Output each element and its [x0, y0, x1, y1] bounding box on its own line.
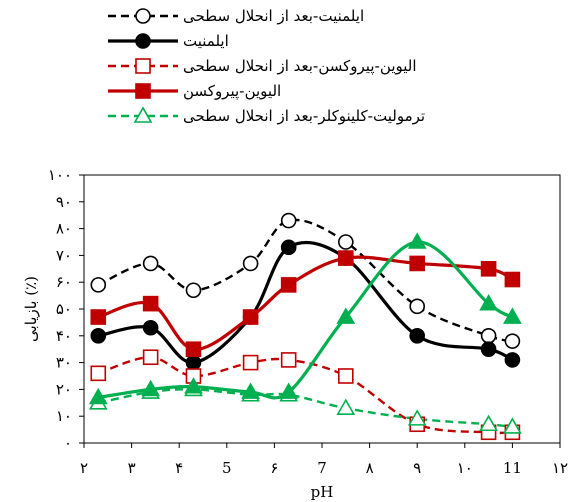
data-point-3-7 — [480, 260, 497, 277]
data-point-3-8 — [504, 271, 521, 288]
data-point-4-8 — [503, 417, 522, 434]
x-tick-label: ١٠ — [457, 459, 473, 477]
legend: ایلمنیت-بعد از انحلال سطحی ایلمنیت الیوین-… — [108, 7, 425, 125]
data-point-5-3 — [241, 382, 260, 399]
y-tick-label: ١٠٠ — [48, 166, 72, 184]
legend-marker-1 — [135, 33, 151, 49]
legend-marker-3 — [135, 83, 151, 99]
legend-label-0: ایلمنیت-بعد از انحلال سطحی — [183, 7, 364, 25]
legend-label-2: الیوین-پیروکسن-بعد از انحلال سطحی — [183, 57, 417, 76]
y-axis-label: بازیابی (٪) — [22, 276, 40, 342]
data-point-2-1 — [142, 349, 159, 366]
data-point-5-8 — [503, 307, 522, 324]
data-point-2-0 — [90, 365, 107, 382]
x-tick-label: 5 — [222, 459, 232, 477]
x-tick-label: ٣ — [128, 459, 136, 477]
data-point-2-3 — [242, 354, 259, 371]
x-tick-label: ١٢ — [552, 459, 568, 477]
data-point-4-7 — [479, 414, 498, 432]
data-point-2-5 — [337, 368, 354, 384]
data-point-1-4 — [280, 239, 297, 256]
data-point-0-7 — [480, 327, 497, 344]
data-point-1-6 — [409, 327, 426, 344]
data-point-1-1 — [142, 319, 159, 336]
x-tick-label: ٨ — [366, 459, 374, 477]
series-line-5 — [98, 240, 514, 400]
data-point-0-2 — [185, 282, 202, 299]
y-tick-label: ٧٠ — [56, 246, 72, 264]
data-point-3-6 — [409, 255, 426, 272]
y-tick-label: ٣٠ — [56, 354, 72, 372]
data-point-5-0 — [88, 387, 108, 405]
data-point-1-7 — [480, 341, 497, 358]
data-point-3-1 — [142, 295, 159, 312]
data-point-3-4 — [280, 277, 297, 293]
legend-marker-0 — [135, 8, 151, 24]
data-point-1-0 — [90, 327, 107, 344]
x-axis-ticks: ٢ ٣ ۴ 5 ۶ 7 ٨ ٩ ١٠ 11 ١٢ — [80, 443, 568, 477]
y-tick-label: ٩٠ — [56, 193, 72, 211]
data-point-3-0 — [90, 309, 107, 325]
data-point-5-5 — [336, 307, 356, 324]
x-tick-label: 7 — [317, 459, 327, 477]
data-point-5-7 — [479, 294, 498, 311]
x-tick-label: 11 — [503, 459, 522, 477]
y-tick-label: ٠ — [64, 434, 72, 452]
legend-marker-2 — [135, 58, 151, 74]
data-point-2-4 — [280, 352, 297, 368]
series-lines — [97, 218, 514, 435]
data-point-1-2 — [185, 354, 202, 371]
data-point-5-1 — [141, 379, 161, 397]
data-point-0-1 — [142, 255, 159, 272]
data-point-0-5 — [337, 234, 354, 250]
data-point-4-6 — [407, 409, 427, 426]
y-tick-label: ١٠ — [56, 407, 72, 425]
y-tick-label: ۶٠ — [56, 273, 72, 291]
data-point-0-8 — [504, 333, 521, 349]
legend-marker-4 — [133, 106, 153, 123]
series-line-4 — [98, 388, 513, 429]
y-tick-label: ۵٠ — [56, 300, 72, 318]
x-tick-label: ٩ — [413, 459, 421, 477]
y-axis-ticks: ٠ ١٠ ٢٠ ٣٠ ۴٠ ۵٠ ۶٠ ٧٠ ٨٠ ٩٠ ١٠٠ — [48, 166, 84, 452]
series-markers — [88, 212, 522, 441]
data-point-0-6 — [409, 298, 426, 315]
series-line-0 — [97, 218, 513, 343]
data-point-5-6 — [407, 232, 427, 249]
y-tick-label: ٢٠ — [56, 380, 72, 398]
data-point-0-0 — [90, 277, 107, 293]
legend-label-4: ترمولیت-کلینوکلر-بعد از انحلال سطحی — [183, 107, 425, 125]
x-tick-label: ۴ — [175, 459, 183, 477]
x-axis-label: pH — [311, 483, 334, 501]
data-point-0-4 — [280, 212, 297, 229]
legend-label-3: الیوین-پیروکسن — [183, 82, 281, 101]
data-point-3-3 — [242, 309, 259, 325]
x-tick-label: ٢ — [80, 459, 88, 477]
data-point-3-5 — [337, 250, 354, 266]
data-point-5-2 — [184, 377, 203, 394]
data-point-3-2 — [185, 341, 202, 358]
data-point-1-8 — [504, 352, 521, 368]
y-tick-label: ۴٠ — [56, 327, 72, 345]
data-point-0-3 — [242, 255, 259, 272]
data-point-5-4 — [279, 382, 299, 399]
y-tick-label: ٨٠ — [56, 220, 72, 238]
legend-label-1: ایلمنیت — [183, 32, 229, 50]
data-point-4-5 — [336, 398, 356, 415]
x-tick-label: ۶ — [270, 459, 278, 477]
